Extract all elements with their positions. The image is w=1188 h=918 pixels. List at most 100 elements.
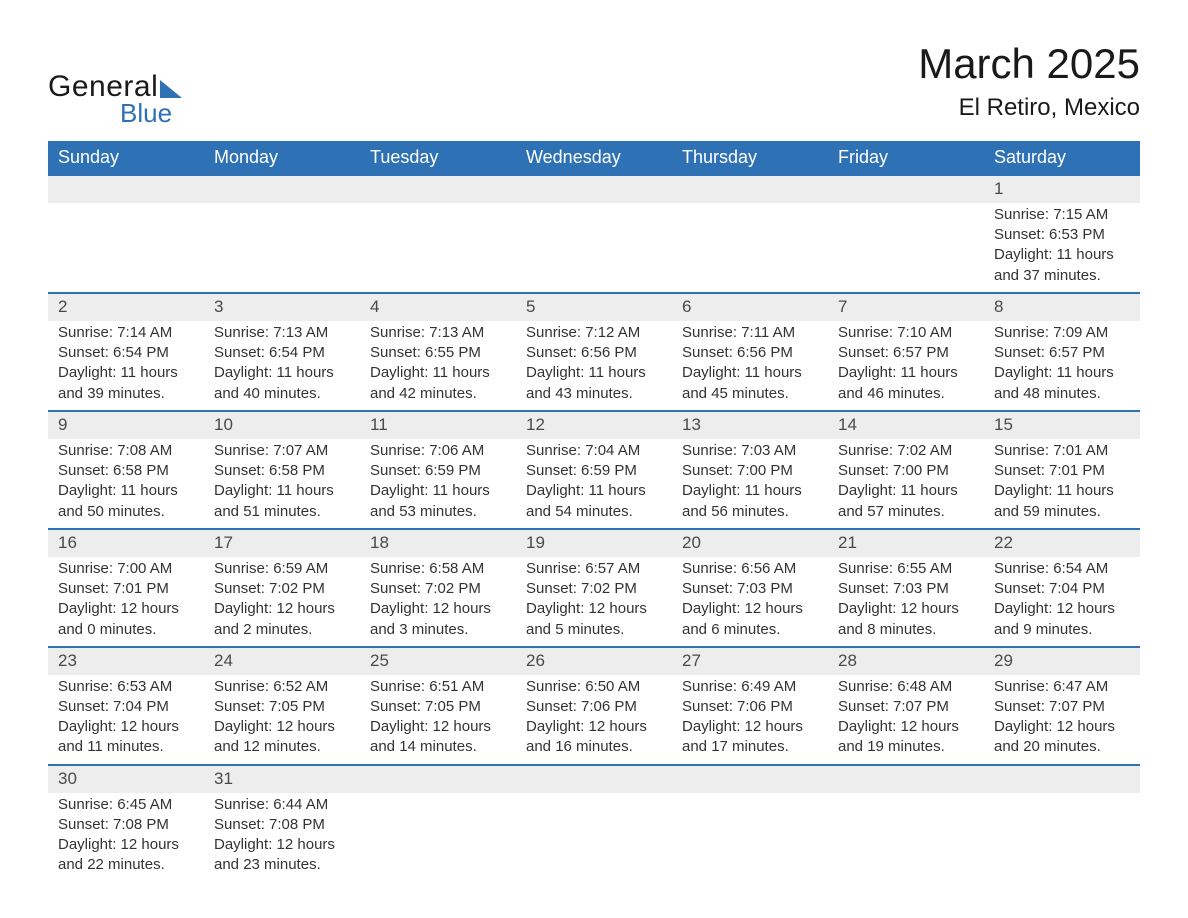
week-detail-row: Sunrise: 7:08 AMSunset: 6:58 PMDaylight:… — [48, 439, 1140, 529]
day-header: Monday — [204, 141, 360, 175]
day-sunrise: Sunrise: 6:53 AM — [58, 677, 194, 697]
day-dl2: and 17 minutes. — [682, 737, 818, 757]
day-sunrise: Sunrise: 6:44 AM — [214, 795, 350, 815]
day-dl1: Daylight: 12 hours — [994, 717, 1130, 737]
day-detail-cell: Sunrise: 7:13 AMSunset: 6:54 PMDaylight:… — [204, 321, 360, 411]
day-detail-cell: Sunrise: 6:48 AMSunset: 7:07 PMDaylight:… — [828, 675, 984, 765]
day-sunrise: Sunrise: 6:51 AM — [370, 677, 506, 697]
day-detail-cell — [672, 793, 828, 882]
day-header: Saturday — [984, 141, 1140, 175]
day-sunset: Sunset: 7:01 PM — [58, 579, 194, 599]
day-dl1: Daylight: 12 hours — [682, 717, 818, 737]
day-detail-cell: Sunrise: 6:59 AMSunset: 7:02 PMDaylight:… — [204, 557, 360, 647]
day-dl2: and 37 minutes. — [994, 266, 1130, 286]
day-sunrise: Sunrise: 6:48 AM — [838, 677, 974, 697]
day-detail-cell — [984, 793, 1140, 882]
day-dl2: and 51 minutes. — [214, 502, 350, 522]
day-dl2: and 0 minutes. — [58, 620, 194, 640]
day-number-cell: 26 — [516, 647, 672, 675]
day-number-cell: 9 — [48, 411, 204, 439]
day-dl2: and 43 minutes. — [526, 384, 662, 404]
day-number-cell: 2 — [48, 293, 204, 321]
day-detail-cell — [828, 203, 984, 293]
day-detail-cell: Sunrise: 7:01 AMSunset: 7:01 PMDaylight:… — [984, 439, 1140, 529]
day-sunset: Sunset: 6:54 PM — [214, 343, 350, 363]
day-number-cell: 23 — [48, 647, 204, 675]
day-dl1: Daylight: 12 hours — [370, 717, 506, 737]
day-dl1: Daylight: 11 hours — [838, 363, 974, 383]
day-number-cell — [516, 765, 672, 793]
day-number-cell — [360, 765, 516, 793]
day-detail-cell: Sunrise: 7:13 AMSunset: 6:55 PMDaylight:… — [360, 321, 516, 411]
day-detail-cell — [204, 203, 360, 293]
day-dl1: Daylight: 12 hours — [682, 599, 818, 619]
day-detail-cell — [360, 793, 516, 882]
day-detail-cell: Sunrise: 6:54 AMSunset: 7:04 PMDaylight:… — [984, 557, 1140, 647]
day-number-cell: 7 — [828, 293, 984, 321]
month-title: March 2025 — [918, 40, 1140, 88]
day-detail-cell: Sunrise: 7:15 AMSunset: 6:53 PMDaylight:… — [984, 203, 1140, 293]
day-number-cell: 30 — [48, 765, 204, 793]
day-dl2: and 39 minutes. — [58, 384, 194, 404]
day-number-cell: 28 — [828, 647, 984, 675]
day-header: Wednesday — [516, 141, 672, 175]
day-number-cell: 1 — [984, 175, 1140, 203]
day-sunset: Sunset: 7:05 PM — [214, 697, 350, 717]
day-sunrise: Sunrise: 7:03 AM — [682, 441, 818, 461]
day-sunset: Sunset: 7:07 PM — [838, 697, 974, 717]
day-dl2: and 19 minutes. — [838, 737, 974, 757]
week-daynum-row: 16171819202122 — [48, 529, 1140, 557]
day-dl1: Daylight: 11 hours — [994, 481, 1130, 501]
day-dl1: Daylight: 11 hours — [682, 481, 818, 501]
day-dl2: and 40 minutes. — [214, 384, 350, 404]
day-number-cell: 29 — [984, 647, 1140, 675]
day-dl2: and 2 minutes. — [214, 620, 350, 640]
day-detail-cell — [672, 203, 828, 293]
day-dl2: and 45 minutes. — [682, 384, 818, 404]
day-dl2: and 14 minutes. — [370, 737, 506, 757]
day-number-cell — [672, 175, 828, 203]
day-dl1: Daylight: 11 hours — [370, 481, 506, 501]
day-dl1: Daylight: 11 hours — [994, 245, 1130, 265]
day-sunrise: Sunrise: 7:15 AM — [994, 205, 1130, 225]
day-sunset: Sunset: 7:04 PM — [994, 579, 1130, 599]
day-number-cell: 18 — [360, 529, 516, 557]
day-sunrise: Sunrise: 6:54 AM — [994, 559, 1130, 579]
day-sunset: Sunset: 7:04 PM — [58, 697, 194, 717]
day-detail-cell — [516, 203, 672, 293]
day-detail-cell — [516, 793, 672, 882]
day-sunset: Sunset: 6:57 PM — [838, 343, 974, 363]
brand-triangle-icon — [160, 80, 182, 98]
day-dl1: Daylight: 12 hours — [58, 717, 194, 737]
day-sunrise: Sunrise: 7:04 AM — [526, 441, 662, 461]
day-detail-cell — [828, 793, 984, 882]
day-dl1: Daylight: 12 hours — [370, 599, 506, 619]
day-number-cell: 4 — [360, 293, 516, 321]
day-dl2: and 20 minutes. — [994, 737, 1130, 757]
day-sunset: Sunset: 6:58 PM — [214, 461, 350, 481]
day-dl1: Daylight: 11 hours — [682, 363, 818, 383]
day-sunset: Sunset: 7:07 PM — [994, 697, 1130, 717]
day-detail-cell: Sunrise: 6:45 AMSunset: 7:08 PMDaylight:… — [48, 793, 204, 882]
day-sunrise: Sunrise: 7:02 AM — [838, 441, 974, 461]
day-number-cell: 24 — [204, 647, 360, 675]
day-detail-cell: Sunrise: 7:04 AMSunset: 6:59 PMDaylight:… — [516, 439, 672, 529]
day-number-cell: 21 — [828, 529, 984, 557]
day-header: Tuesday — [360, 141, 516, 175]
day-number-cell: 15 — [984, 411, 1140, 439]
day-detail-cell: Sunrise: 6:49 AMSunset: 7:06 PMDaylight:… — [672, 675, 828, 765]
day-dl2: and 22 minutes. — [58, 855, 194, 875]
day-sunrise: Sunrise: 6:45 AM — [58, 795, 194, 815]
week-detail-row: Sunrise: 7:14 AMSunset: 6:54 PMDaylight:… — [48, 321, 1140, 411]
day-sunrise: Sunrise: 7:11 AM — [682, 323, 818, 343]
week-detail-row: Sunrise: 7:15 AMSunset: 6:53 PMDaylight:… — [48, 203, 1140, 293]
day-detail-cell: Sunrise: 6:47 AMSunset: 7:07 PMDaylight:… — [984, 675, 1140, 765]
day-number-cell: 19 — [516, 529, 672, 557]
day-detail-cell: Sunrise: 6:56 AMSunset: 7:03 PMDaylight:… — [672, 557, 828, 647]
day-dl1: Daylight: 12 hours — [214, 835, 350, 855]
day-number-cell: 5 — [516, 293, 672, 321]
week-daynum-row: 2345678 — [48, 293, 1140, 321]
day-sunrise: Sunrise: 7:09 AM — [994, 323, 1130, 343]
day-detail-cell: Sunrise: 6:50 AMSunset: 7:06 PMDaylight:… — [516, 675, 672, 765]
day-sunrise: Sunrise: 7:01 AM — [994, 441, 1130, 461]
